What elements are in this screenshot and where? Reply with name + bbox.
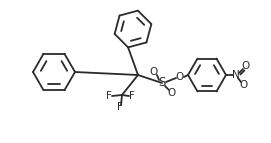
Text: O: O xyxy=(239,80,247,90)
Text: O: O xyxy=(168,88,176,98)
Text: F: F xyxy=(106,91,112,101)
Text: O: O xyxy=(176,72,184,82)
Text: O: O xyxy=(241,61,249,71)
Text: S: S xyxy=(158,77,166,90)
Text: F: F xyxy=(129,91,135,101)
Text: N: N xyxy=(232,70,240,80)
Text: O: O xyxy=(150,67,158,77)
Text: F: F xyxy=(117,102,123,112)
